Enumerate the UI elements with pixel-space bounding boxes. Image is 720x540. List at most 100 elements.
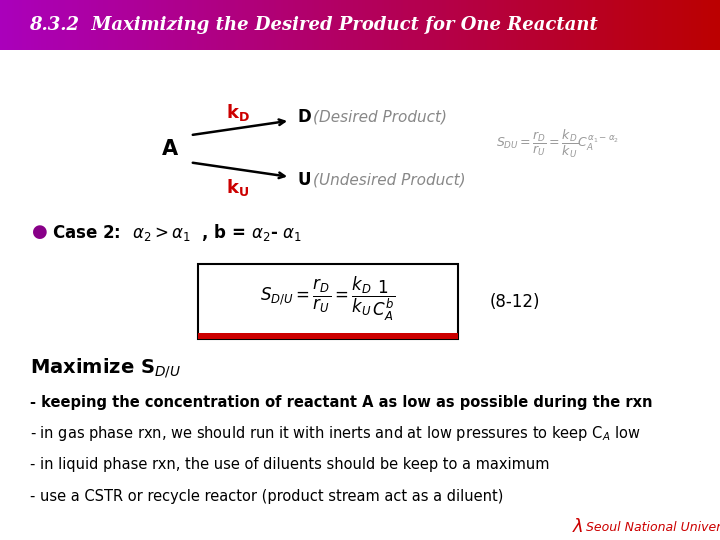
Bar xyxy=(29,0,31,50)
Bar xyxy=(650,0,653,50)
Bar xyxy=(578,0,581,50)
Bar xyxy=(581,0,583,50)
Bar xyxy=(621,0,624,50)
Bar xyxy=(151,0,153,50)
Bar xyxy=(475,0,477,50)
Bar xyxy=(338,0,341,50)
Bar xyxy=(34,0,36,50)
Bar xyxy=(549,0,552,50)
Bar xyxy=(672,0,675,50)
Bar xyxy=(523,0,526,50)
Bar xyxy=(643,0,646,50)
Bar xyxy=(449,0,451,50)
Bar xyxy=(58,0,60,50)
Bar xyxy=(187,0,189,50)
Bar xyxy=(588,0,590,50)
Bar xyxy=(2,0,5,50)
Bar xyxy=(271,0,274,50)
Bar xyxy=(103,0,106,50)
Bar xyxy=(322,0,324,50)
Bar xyxy=(326,0,329,50)
Bar xyxy=(689,0,691,50)
Bar xyxy=(396,0,398,50)
Bar xyxy=(223,0,225,50)
Bar xyxy=(636,0,639,50)
Bar xyxy=(403,0,405,50)
Bar xyxy=(583,0,585,50)
Bar xyxy=(564,0,567,50)
Bar xyxy=(360,0,362,50)
Text: Case 2:  $\alpha_2 > \alpha_1$  , b = $\alpha_2$- $\alpha_1$: Case 2: $\alpha_2 > \alpha_1$ , b = $\al… xyxy=(52,222,302,243)
Bar xyxy=(65,0,67,50)
Bar xyxy=(574,0,576,50)
Bar xyxy=(343,0,346,50)
Bar xyxy=(473,0,475,50)
Bar xyxy=(84,0,86,50)
Bar xyxy=(211,0,214,50)
Bar xyxy=(198,264,458,339)
Bar xyxy=(355,0,358,50)
Bar xyxy=(144,0,146,50)
Bar xyxy=(53,0,55,50)
Bar xyxy=(310,0,312,50)
Bar xyxy=(451,0,454,50)
Bar xyxy=(660,0,662,50)
Bar xyxy=(698,0,701,50)
Bar xyxy=(418,0,420,50)
Bar xyxy=(706,0,708,50)
Bar xyxy=(329,0,331,50)
Bar xyxy=(108,0,110,50)
Bar xyxy=(19,0,22,50)
Bar xyxy=(319,0,322,50)
Bar xyxy=(387,0,389,50)
Bar xyxy=(711,0,713,50)
Bar xyxy=(331,0,333,50)
Bar xyxy=(410,0,413,50)
Bar xyxy=(655,0,657,50)
Bar xyxy=(492,0,495,50)
Bar xyxy=(22,0,24,50)
Bar xyxy=(38,0,41,50)
Bar xyxy=(497,0,499,50)
Bar xyxy=(377,0,379,50)
Bar xyxy=(367,0,369,50)
Bar xyxy=(113,0,115,50)
Text: - in liquid phase rxn, the use of diluents should be keep to a maximum: - in liquid phase rxn, the use of diluen… xyxy=(30,457,549,472)
Bar xyxy=(619,0,621,50)
Bar xyxy=(194,0,197,50)
Bar xyxy=(675,0,677,50)
Bar xyxy=(641,0,643,50)
Bar xyxy=(679,0,682,50)
Bar xyxy=(238,0,240,50)
Bar xyxy=(665,0,667,50)
Bar xyxy=(43,0,45,50)
Bar xyxy=(490,0,492,50)
Text: - keeping the concentration of reactant A as low as possible during the rxn: - keeping the concentration of reactant … xyxy=(30,395,652,410)
Bar xyxy=(437,0,439,50)
Bar xyxy=(559,0,562,50)
Bar xyxy=(94,0,96,50)
Bar xyxy=(218,0,221,50)
Bar xyxy=(648,0,650,50)
Bar xyxy=(477,0,480,50)
Bar xyxy=(125,0,127,50)
Bar xyxy=(610,0,612,50)
Bar xyxy=(540,0,542,50)
Bar xyxy=(598,0,600,50)
Bar xyxy=(506,0,509,50)
Bar xyxy=(259,0,261,50)
Bar xyxy=(703,0,706,50)
Bar xyxy=(27,0,29,50)
Bar xyxy=(485,0,487,50)
Bar xyxy=(50,0,53,50)
Bar xyxy=(122,0,125,50)
Bar xyxy=(307,0,310,50)
Bar xyxy=(130,0,132,50)
Bar xyxy=(67,0,70,50)
Bar xyxy=(166,0,168,50)
Bar xyxy=(79,0,81,50)
Bar xyxy=(626,0,629,50)
Bar xyxy=(163,0,166,50)
Bar xyxy=(86,0,89,50)
Bar xyxy=(204,0,207,50)
